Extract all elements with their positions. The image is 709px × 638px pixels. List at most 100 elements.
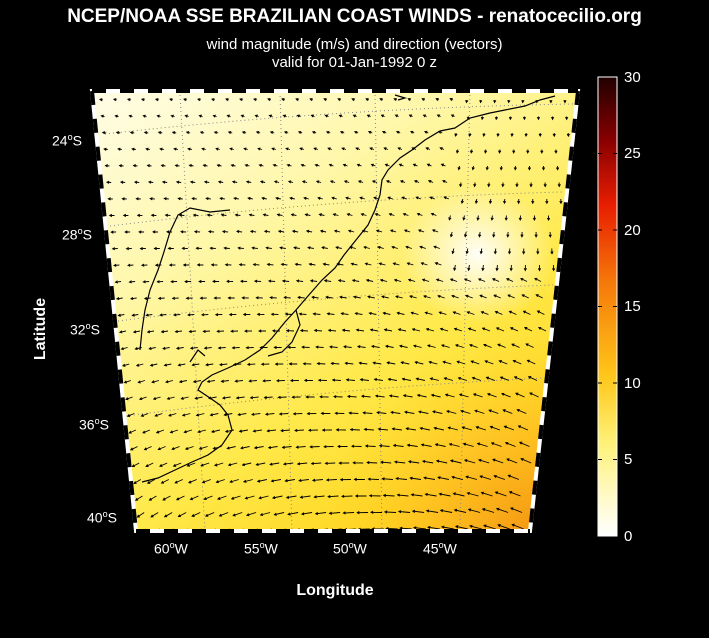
wind-vector — [523, 327, 533, 332]
wind-vector — [267, 98, 272, 102]
wind-vector — [493, 99, 497, 104]
wind-vector — [327, 495, 339, 499]
wind-vector — [440, 525, 454, 530]
wind-vector — [470, 360, 480, 365]
wind-vector — [330, 361, 340, 366]
wind-vector — [129, 296, 137, 301]
wind-vector — [213, 131, 219, 135]
wind-vector — [440, 163, 446, 167]
wind-vector — [535, 294, 543, 299]
wind-vector — [465, 99, 469, 104]
wind-vector — [142, 429, 151, 434]
wind-vector — [461, 426, 473, 431]
wind-vector — [556, 165, 560, 171]
wind-vector — [365, 98, 370, 102]
wind-vector — [181, 246, 188, 250]
wind-vector — [341, 147, 347, 151]
wind-vector — [295, 98, 300, 102]
wind-vector — [105, 180, 112, 184]
wind-vector — [435, 98, 440, 101]
wind-vector — [245, 346, 254, 350]
wind-vector — [206, 213, 213, 217]
wind-vector — [512, 359, 522, 365]
wind-vector — [438, 492, 451, 497]
wind-vector — [337, 444, 348, 449]
wind-vector — [549, 100, 553, 104]
wind-vector — [479, 294, 487, 299]
wind-vector — [436, 114, 441, 118]
wind-vector — [256, 479, 267, 483]
wind-vector — [419, 426, 430, 431]
wind-vector — [270, 479, 281, 483]
wind-vector — [498, 149, 502, 154]
wind-vector — [296, 114, 301, 118]
wind-vector — [383, 510, 397, 514]
wind-vector — [193, 230, 201, 234]
wind-vector — [412, 163, 418, 167]
wind-vector — [359, 378, 369, 382]
wind-vector — [114, 280, 122, 284]
wind-vector — [442, 360, 452, 365]
valid-time: valid for 01-Jan-1992 0 z — [271, 54, 438, 71]
wind-vector — [150, 213, 157, 217]
wind-vector — [268, 114, 273, 118]
wind-vector — [434, 262, 442, 266]
wind-vector — [552, 264, 556, 272]
wind-vector — [156, 280, 164, 284]
wind-vector — [103, 147, 108, 151]
wind-vector — [510, 507, 523, 513]
wind-vector — [215, 147, 220, 151]
wind-vector — [410, 311, 419, 315]
wind-vector — [463, 278, 472, 282]
wind-vector — [241, 296, 249, 300]
wind-vector — [448, 442, 460, 447]
wind-vector — [494, 116, 499, 121]
wind-vector — [279, 246, 286, 250]
wind-vector — [174, 479, 183, 484]
wind-vector — [271, 495, 283, 500]
wind-vector — [287, 345, 296, 349]
lat-tick: 32oS — [70, 321, 100, 338]
wind-vector — [322, 262, 330, 266]
wind-vector — [140, 98, 146, 102]
wind-vector — [340, 312, 349, 316]
wind-vector — [311, 478, 323, 482]
wind-vector — [183, 98, 188, 102]
wind-vector — [171, 446, 180, 451]
wind-vector — [227, 462, 238, 467]
wind-vector — [509, 264, 513, 272]
wind-vector — [219, 196, 225, 201]
wind-vector — [351, 98, 356, 102]
wind-vector — [231, 180, 238, 184]
wind-vector — [160, 164, 166, 168]
wind-vector — [138, 230, 145, 234]
wind-vector — [503, 425, 515, 431]
wind-vector — [271, 329, 281, 333]
colorbar-tick: 30 — [624, 69, 641, 86]
wind-vector — [299, 495, 311, 499]
wind-vector — [384, 344, 394, 348]
wind-vector — [191, 363, 200, 367]
wind-vector — [202, 163, 208, 168]
wind-vector — [373, 196, 379, 200]
wind-vector — [160, 479, 169, 484]
wind-vector — [227, 296, 235, 300]
wind-vector — [554, 149, 558, 154]
wind-vector — [476, 215, 480, 221]
wind-vector — [499, 376, 510, 381]
wind-vector — [152, 230, 159, 234]
wind-vector — [246, 512, 257, 517]
wind-vector — [118, 164, 124, 168]
wind-vector — [501, 392, 511, 398]
wind-vector — [356, 163, 362, 167]
wind-vector — [429, 196, 435, 200]
wind-vector — [471, 376, 482, 381]
wind-vector — [285, 147, 291, 151]
wind-vector — [484, 360, 494, 365]
wind-vector — [301, 345, 310, 349]
wind-vector — [241, 131, 247, 135]
coastline — [139, 94, 556, 483]
y-axis-label: Latitude — [32, 297, 49, 361]
wind-vector — [367, 477, 379, 481]
wind-vector — [360, 394, 371, 398]
